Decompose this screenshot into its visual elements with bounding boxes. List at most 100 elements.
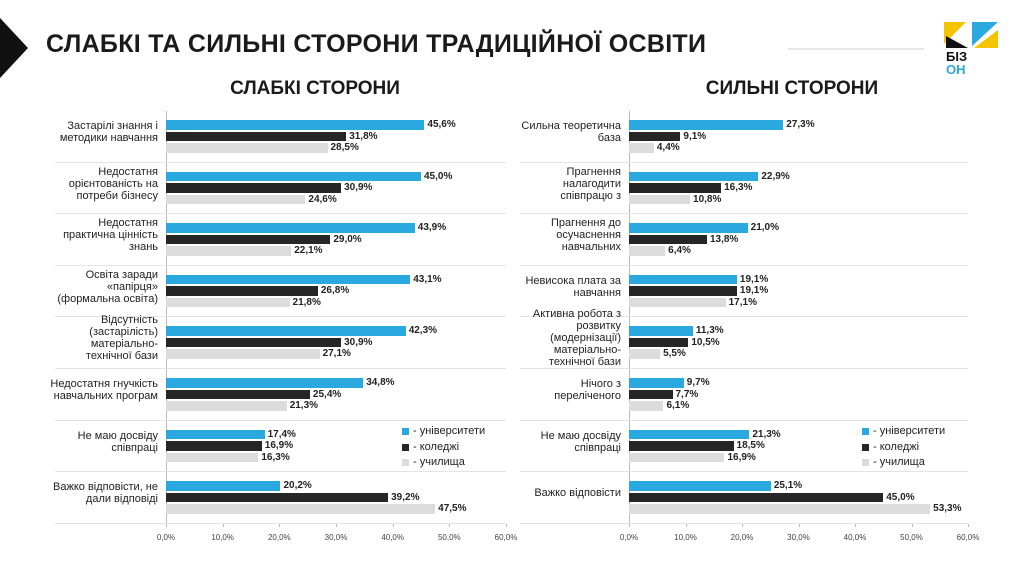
x-tick-label: 60,0% — [494, 533, 518, 542]
bar — [166, 389, 310, 399]
x-tick-label: 0,0% — [156, 533, 176, 542]
bar — [629, 143, 654, 153]
x-tick-label: 40,0% — [843, 533, 867, 542]
category-label: Активна робота з розвитку (модернізації)… — [532, 308, 621, 369]
bar — [629, 492, 884, 503]
value-label: 17,4% — [267, 428, 296, 440]
bar — [166, 120, 425, 130]
category-label: Не маю досвіду співпраці — [77, 429, 158, 454]
value-label: 34,8% — [366, 377, 395, 388]
category-label: Нічого з переліченого — [554, 378, 621, 402]
row-separator — [520, 264, 968, 266]
category-label: Сильна теоретична база — [521, 120, 621, 144]
value-label: 17,1% — [728, 296, 757, 308]
bar — [629, 401, 664, 411]
tick-mark — [855, 523, 856, 527]
value-label: 24,6% — [308, 193, 337, 205]
row-separator — [520, 213, 968, 215]
bar — [629, 246, 666, 256]
row-separator — [55, 316, 506, 318]
legend-label: - коледжі — [413, 440, 460, 453]
value-label: 6,1% — [666, 400, 690, 411]
row-separator — [55, 368, 506, 369]
value-label: 27,3% — [786, 119, 815, 130]
legend-swatch — [402, 459, 409, 466]
value-label: 7,7% — [675, 388, 699, 400]
value-label: 9,7% — [686, 377, 710, 388]
value-label: 45,0% — [424, 170, 453, 182]
logo-shape — [972, 22, 998, 46]
bar — [629, 441, 734, 451]
bar — [166, 234, 331, 245]
bar — [629, 326, 693, 336]
bar — [629, 349, 661, 359]
bar — [629, 274, 737, 285]
bar — [629, 131, 681, 141]
category-label: Прагнення налагодити співпрацю з — [560, 165, 621, 202]
value-label: 27,1% — [322, 348, 351, 360]
value-label: 30,9% — [344, 336, 373, 348]
bar — [166, 131, 347, 141]
x-tick-label: 60,0% — [956, 533, 980, 542]
page-title: СЛАБКІ ТА СИЛЬНІ СТОРОНИ ТРАДИЦІЙНОЇ ОСВ… — [46, 30, 707, 58]
value-label: 45,0% — [886, 491, 915, 503]
bar — [629, 337, 689, 348]
legend-label: - училища — [413, 456, 465, 468]
value-label: 11,3% — [695, 325, 724, 337]
value-label: 21,0% — [750, 222, 779, 234]
category-label: Не маю досвіду співпраці — [540, 429, 621, 454]
category-label: Недостатня гнучкість навчальних програм — [50, 378, 158, 402]
tick-mark — [742, 523, 743, 527]
bar — [166, 171, 421, 182]
bar — [166, 441, 262, 451]
bar — [629, 378, 684, 388]
bar — [629, 452, 725, 463]
category-label: Застарілі знання і методики навчання — [59, 120, 158, 144]
chart-title: СЛАБКІ СТОРОНИ — [230, 78, 400, 99]
bar — [166, 378, 364, 388]
tick-mark — [392, 523, 394, 527]
legend-swatch — [862, 428, 869, 435]
value-label: 16,9% — [727, 451, 756, 463]
x-tick-label: 50,0% — [437, 533, 461, 542]
value-label: 39,2% — [391, 491, 420, 503]
bar — [166, 492, 389, 503]
category-label: Освіта заради «папірця» (формальна освіт… — [57, 268, 158, 305]
x-tick-label: 30,0% — [787, 533, 810, 542]
x-tick-label: 0,0% — [619, 533, 639, 542]
row-separator — [520, 368, 968, 369]
category-label: Важко відповісти, не дали відповіді — [53, 481, 158, 506]
chart-title: СИЛЬНІ СТОРОНИ — [705, 78, 879, 99]
bar — [166, 274, 411, 285]
x-tick-label: 40,0% — [381, 533, 404, 542]
value-label: 18,5% — [736, 440, 765, 452]
bar — [166, 349, 320, 359]
legend-label: - університети — [413, 425, 486, 437]
tick-mark — [279, 523, 281, 527]
value-label: 10,8% — [693, 193, 722, 205]
value-label: 13,8% — [709, 233, 739, 245]
bar — [629, 481, 771, 491]
bar — [629, 389, 673, 399]
bar — [629, 504, 931, 514]
row-separator — [520, 419, 968, 421]
row-separator — [55, 471, 506, 473]
x-tick-label: 10,0% — [674, 533, 697, 542]
value-label: 16,3% — [724, 182, 753, 194]
logo-shape — [974, 30, 998, 48]
bar — [166, 183, 342, 193]
value-label: 5,5% — [663, 348, 686, 360]
row-separator — [55, 522, 506, 524]
value-label: 22,9% — [761, 170, 790, 182]
row-separator — [55, 264, 506, 266]
bar — [629, 429, 750, 440]
corner-arrow — [0, 18, 28, 78]
value-label: 21,3% — [752, 428, 781, 440]
value-label: 22,1% — [294, 245, 323, 257]
value-label: 43,9% — [417, 222, 447, 234]
bar — [629, 120, 784, 130]
bar — [629, 223, 748, 233]
logo-shape — [946, 36, 968, 48]
row-separator — [520, 161, 968, 163]
value-label: 21,8% — [292, 296, 321, 308]
